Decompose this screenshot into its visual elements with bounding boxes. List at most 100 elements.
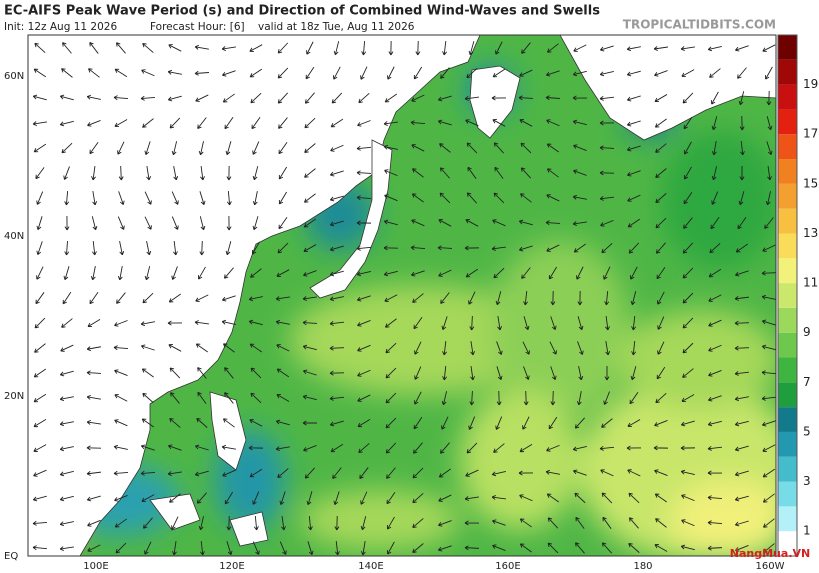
- arrow: [711, 116, 718, 131]
- arrow: [762, 244, 776, 252]
- arrow: [523, 366, 530, 380]
- arrow: [87, 544, 101, 552]
- arrow: [464, 520, 480, 526]
- arrow: [735, 243, 749, 253]
- arrow: [114, 419, 128, 427]
- arrow: [36, 216, 43, 231]
- arrow: [86, 94, 101, 100]
- arrow: [657, 291, 665, 305]
- arrow: [735, 270, 749, 277]
- arrow: [466, 67, 478, 79]
- watermark: NangMua.VN: [730, 547, 810, 560]
- arrow: [275, 419, 290, 426]
- colorbar-label: 7: [803, 375, 811, 389]
- arrow: [32, 520, 48, 526]
- arrow: [577, 341, 584, 355]
- arrow: [657, 316, 665, 330]
- arrow: [626, 46, 641, 52]
- lat-label: 60N: [4, 71, 24, 82]
- arrow: [302, 344, 317, 351]
- arrow: [708, 369, 722, 377]
- arrow: [440, 292, 450, 304]
- arrow: [573, 144, 587, 151]
- arrow: [224, 367, 234, 379]
- arrow: [142, 392, 154, 403]
- arrow: [519, 119, 533, 127]
- arrow: [764, 217, 774, 229]
- arrow: [412, 168, 424, 178]
- colorbar-segment: [778, 357, 797, 383]
- arrow: [251, 241, 260, 255]
- arrow: [278, 217, 288, 230]
- arrow: [734, 320, 750, 326]
- arrow: [600, 219, 614, 227]
- forecast-hour: Forecast Hour: [6]: [150, 21, 245, 33]
- arrow: [491, 95, 507, 101]
- arrow: [413, 66, 423, 80]
- arrow: [519, 518, 532, 528]
- arrow: [684, 141, 692, 155]
- arrow: [599, 45, 614, 52]
- arrow: [653, 46, 668, 51]
- arrow: [383, 245, 399, 251]
- arrow: [87, 319, 101, 328]
- arrow: [627, 170, 641, 177]
- arrow: [61, 68, 73, 78]
- arrow: [142, 292, 154, 304]
- arrow: [410, 120, 426, 126]
- arrow: [442, 365, 448, 381]
- arrow: [599, 170, 615, 176]
- arrow: [356, 271, 371, 277]
- colorbar-segment: [778, 84, 797, 110]
- arrow: [222, 93, 235, 103]
- lat-label: EQ: [4, 551, 18, 562]
- arrow: [519, 69, 533, 77]
- arrow: [59, 446, 74, 452]
- arrow: [573, 44, 587, 52]
- arrow: [707, 446, 723, 451]
- arrow: [86, 420, 101, 425]
- arrow: [250, 92, 262, 104]
- arrow: [141, 444, 155, 451]
- arrow: [413, 416, 423, 430]
- arrow: [495, 416, 503, 430]
- arrow: [737, 67, 747, 79]
- colorbar-segment: [778, 208, 797, 234]
- arrow: [89, 142, 99, 155]
- land-alaska: [559, 35, 776, 141]
- arrow: [468, 41, 475, 56]
- arrow: [278, 142, 288, 155]
- arrow: [225, 241, 232, 256]
- arrow: [303, 218, 316, 228]
- arrow: [655, 193, 667, 204]
- arrow: [89, 291, 99, 305]
- arrow: [307, 541, 314, 556]
- arrow: [762, 44, 776, 52]
- arrow: [523, 290, 529, 306]
- arrow: [468, 416, 476, 430]
- arrow: [140, 344, 155, 351]
- arrow: [655, 392, 667, 404]
- arrow: [117, 266, 123, 281]
- arrow: [330, 443, 344, 453]
- arrow: [655, 217, 667, 229]
- arrow: [631, 315, 637, 331]
- arrow: [360, 516, 367, 531]
- arrow: [734, 296, 750, 301]
- arrow: [90, 266, 96, 281]
- arrow: [439, 442, 450, 454]
- arrow: [546, 444, 560, 452]
- arrow: [682, 242, 694, 254]
- lon-label: 100E: [83, 561, 108, 572]
- arrow: [276, 269, 290, 277]
- arrow: [708, 319, 722, 327]
- colorbar-segment: [778, 35, 797, 60]
- arrow: [546, 244, 560, 252]
- arrow: [441, 416, 449, 430]
- arrow: [545, 70, 560, 77]
- arrow: [330, 144, 344, 152]
- arrow: [630, 291, 637, 306]
- arrow: [496, 390, 502, 406]
- arrow: [114, 68, 128, 78]
- arrow: [601, 542, 613, 554]
